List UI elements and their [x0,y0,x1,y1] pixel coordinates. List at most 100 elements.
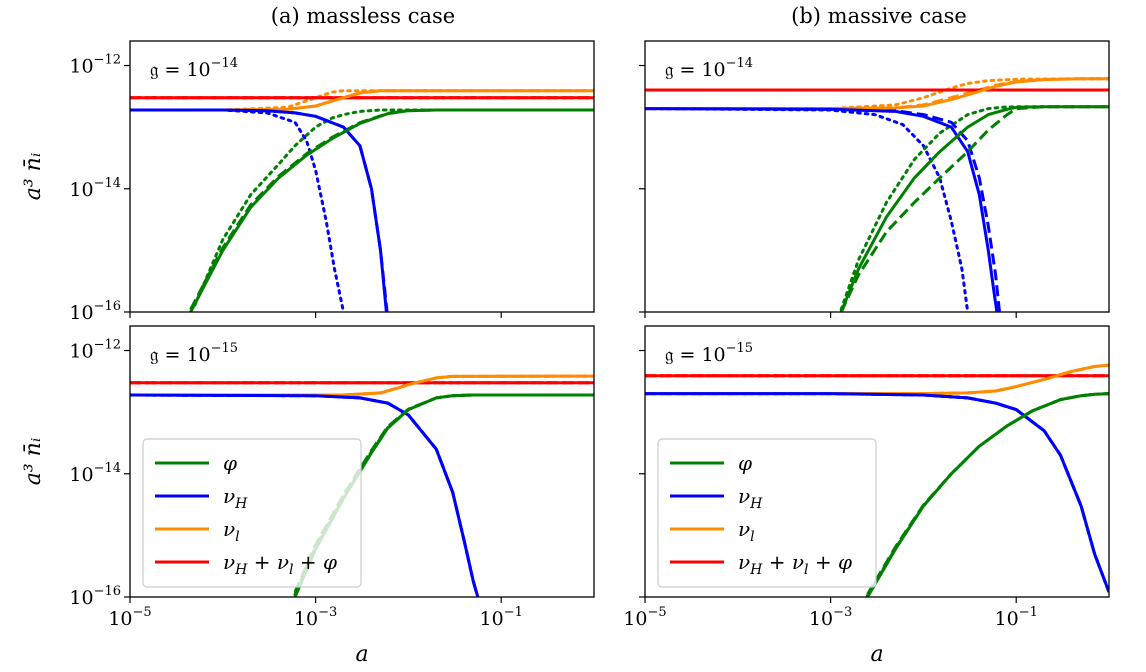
y-tick-label: 10−12 [69,338,121,363]
legend-label: νl​ [223,517,240,545]
y-tick-label-base: 10 [69,341,93,363]
coupling-annotation-exp: −15 [211,341,238,356]
y-axis-label: a³ n̄ᵢ [21,438,46,486]
subscript: H [749,562,763,578]
subscript: l [750,529,754,545]
series-line-nu-l-solid [130,89,594,112]
x-tick-label-exp: −1 [504,605,523,620]
column-title-massive: (b) massive case [791,4,967,28]
text: + ν [762,550,804,574]
x-tick-label-exp: −5 [648,605,667,620]
legend: φνH​νl​νH​ + νl​ + φ [142,438,362,588]
series-line-nu-l-dashed [130,374,594,397]
series-line-nu-h-solid [130,108,388,312]
text: φ [223,451,237,475]
coupling-annotation-base: 𝔤 = 10 [665,59,726,81]
legend-box [142,438,362,588]
x-tick-label-base: 10 [480,608,504,630]
series-line-nu-h-solid [645,392,1109,593]
series-group [645,363,1109,597]
y-tick-label-exp: −16 [94,584,121,599]
y-tick-label-base: 10 [69,464,93,486]
series-line-phi-dashed [839,105,1109,312]
legend-label: νl​ [738,517,755,545]
x-tick-label-base: 10 [995,608,1019,630]
subscript: l [289,562,293,578]
series-line-phi-dotted [193,108,594,307]
panel-b-top: 𝔤 = 10−14 [639,40,1110,318]
x-tick-label-exp: −3 [318,605,337,620]
legend: φ νH​ νl​ νH​ + νl​ + φ [657,438,877,588]
series-line-phi-solid [189,108,594,312]
coupling-annotation: 𝔤 = 10−15 [665,341,753,366]
subscript: H [234,496,248,512]
series-line-nu-h-dotted [130,108,345,312]
text: ν [223,550,235,574]
x-tick-label: 10−3 [294,605,337,630]
y-tick-label-base: 10 [69,587,93,609]
text: ν [738,550,750,574]
legend-label: νH​ + νl​ + φ [738,550,852,578]
y-tick-label: 10−14 [69,461,121,486]
series-group [645,77,1109,312]
y-tick-label-exp: −12 [94,53,121,68]
coupling-annotation-base: 𝔤 = 10 [150,59,211,81]
x-tick-label-base: 10 [623,608,647,630]
legend-label: νH​ [223,484,248,512]
series-line-nu-l-solid [645,77,1109,111]
series-line-nu-h-dashed [130,108,389,312]
text: ν [738,484,750,508]
coupling-annotation-exp: −14 [211,56,238,71]
legend-label: φ [223,451,237,475]
x-tick-label: 10−5 [623,605,666,630]
series-group [130,89,594,312]
series-line-phi-solid [866,392,1109,597]
plot-frame [129,325,595,598]
series-line-phi-solid [839,105,1109,312]
x-tick-label-base: 10 [294,608,318,630]
legend-label: νH​ [738,484,763,512]
series-group [130,374,594,597]
subscript: l [235,529,239,545]
legend-box [657,438,877,588]
series-line-nu-h-dotted [645,107,970,312]
x-tick-label-base: 10 [809,608,833,630]
text: ν [738,517,750,541]
text: ν [223,484,235,508]
legend-label: φ [738,451,752,475]
series-line-phi-dashed [189,108,594,311]
x-axis-label: a [870,642,883,667]
y-tick-label: 10−14 [69,176,121,201]
y-tick-label: 10−12 [69,53,121,78]
x-tick-label: 10−1 [480,605,523,630]
series-line-nu-l-dotted [645,77,1109,111]
x-tick-label-exp: −3 [833,605,852,620]
plot-frame [644,325,1110,598]
text: + ν [247,550,289,574]
column-title-massless: (a) massless case [271,4,455,28]
y-tick-label-base: 10 [69,56,93,78]
x-tick-label: 10−5 [108,605,151,630]
coupling-annotation-exp: −15 [726,341,753,356]
coupling-annotation-base: 𝔤 = 10 [150,344,211,366]
coupling-annotation-exp: −14 [726,56,753,71]
legend-label: νH​ + νl​ + φ [223,550,337,578]
plot-frame [644,40,1110,313]
x-tick-label-exp: −1 [1019,605,1038,620]
x-tick-label: 10−3 [809,605,852,630]
y-axis-label: a³ n̄ᵢ [21,153,46,201]
series-line-nu-h-solid [130,393,480,597]
y-tick-label-exp: −12 [94,338,121,353]
series-line-phi-dashed [866,392,1109,596]
series-line-nu-l-solid [130,374,594,397]
x-tick-label: 10−1 [995,605,1038,630]
subscript: H [749,496,763,512]
series-line-nu-h-dashed [645,107,1001,312]
y-tick-label-exp: −14 [94,176,121,191]
x-tick-label-base: 10 [108,608,132,630]
